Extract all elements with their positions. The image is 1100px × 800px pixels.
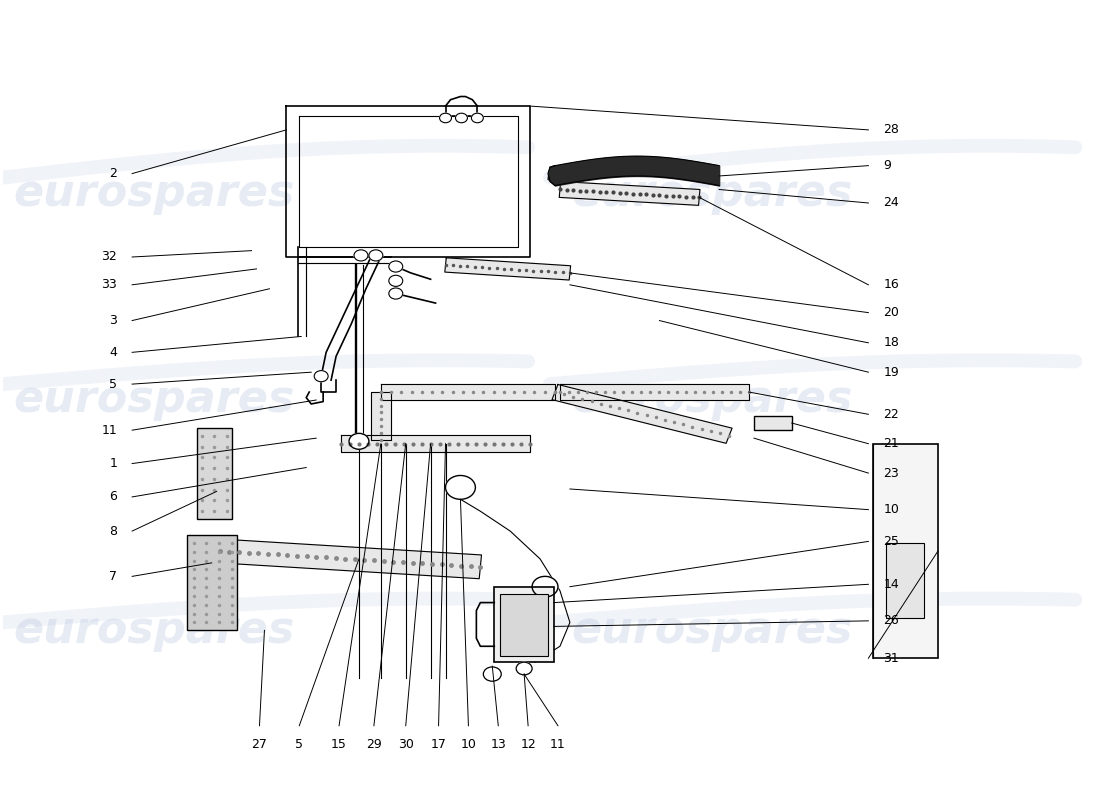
Text: eurospares: eurospares bbox=[13, 172, 295, 215]
Circle shape bbox=[472, 114, 483, 122]
Text: 5: 5 bbox=[109, 378, 118, 390]
Circle shape bbox=[532, 576, 558, 597]
Bar bbox=[187, 535, 236, 630]
Text: 11: 11 bbox=[550, 738, 565, 750]
Polygon shape bbox=[560, 384, 749, 400]
Polygon shape bbox=[341, 435, 530, 453]
FancyBboxPatch shape bbox=[494, 586, 554, 662]
Polygon shape bbox=[371, 392, 390, 440]
Text: 10: 10 bbox=[461, 738, 476, 750]
Text: 12: 12 bbox=[520, 738, 536, 750]
Text: 17: 17 bbox=[430, 738, 447, 750]
Polygon shape bbox=[381, 384, 556, 400]
Bar bbox=[887, 543, 924, 618]
Circle shape bbox=[455, 114, 468, 122]
Text: eurospares: eurospares bbox=[13, 378, 295, 422]
Text: 24: 24 bbox=[883, 197, 899, 210]
Circle shape bbox=[388, 261, 403, 272]
Text: 13: 13 bbox=[491, 738, 506, 750]
Circle shape bbox=[440, 114, 451, 122]
Text: 22: 22 bbox=[883, 408, 899, 421]
Polygon shape bbox=[548, 166, 556, 186]
Text: 31: 31 bbox=[883, 652, 899, 665]
Text: 29: 29 bbox=[366, 738, 382, 750]
Text: 4: 4 bbox=[109, 346, 118, 359]
Circle shape bbox=[516, 662, 532, 675]
Text: eurospares: eurospares bbox=[13, 609, 295, 652]
Circle shape bbox=[388, 275, 403, 286]
Text: 25: 25 bbox=[883, 535, 899, 548]
Text: 30: 30 bbox=[398, 738, 414, 750]
Bar bbox=[197, 428, 232, 519]
Text: 21: 21 bbox=[883, 437, 899, 450]
Text: eurospares: eurospares bbox=[572, 172, 854, 215]
Text: 26: 26 bbox=[883, 614, 899, 627]
Polygon shape bbox=[552, 385, 733, 443]
Polygon shape bbox=[219, 539, 482, 578]
Text: 28: 28 bbox=[883, 123, 899, 136]
Circle shape bbox=[446, 475, 475, 499]
Text: 33: 33 bbox=[101, 278, 118, 291]
Text: 23: 23 bbox=[883, 466, 899, 479]
Text: 11: 11 bbox=[101, 424, 118, 437]
Text: 15: 15 bbox=[331, 738, 346, 750]
Polygon shape bbox=[559, 182, 700, 206]
Text: 32: 32 bbox=[101, 250, 118, 263]
Bar bbox=[754, 416, 792, 430]
Text: 18: 18 bbox=[883, 336, 899, 350]
Text: 9: 9 bbox=[883, 159, 891, 172]
Text: 10: 10 bbox=[883, 503, 899, 516]
Circle shape bbox=[483, 667, 502, 682]
Text: 8: 8 bbox=[109, 525, 118, 538]
Polygon shape bbox=[444, 258, 571, 280]
FancyBboxPatch shape bbox=[500, 594, 548, 656]
Text: 5: 5 bbox=[295, 738, 304, 750]
Bar bbox=[873, 444, 938, 658]
Text: 1: 1 bbox=[109, 457, 118, 470]
Circle shape bbox=[349, 434, 368, 450]
Text: 16: 16 bbox=[883, 278, 899, 291]
Text: 3: 3 bbox=[109, 314, 118, 327]
Text: 6: 6 bbox=[109, 490, 118, 503]
Circle shape bbox=[388, 288, 403, 299]
Text: 2: 2 bbox=[109, 167, 118, 180]
Text: eurospares: eurospares bbox=[572, 609, 854, 652]
Text: 14: 14 bbox=[883, 578, 899, 591]
Circle shape bbox=[354, 250, 367, 261]
Text: 19: 19 bbox=[883, 366, 899, 378]
Text: 7: 7 bbox=[109, 570, 118, 583]
Text: 27: 27 bbox=[252, 738, 267, 750]
Circle shape bbox=[368, 250, 383, 261]
Text: eurospares: eurospares bbox=[572, 378, 854, 422]
Text: 20: 20 bbox=[883, 306, 899, 319]
Circle shape bbox=[315, 370, 328, 382]
